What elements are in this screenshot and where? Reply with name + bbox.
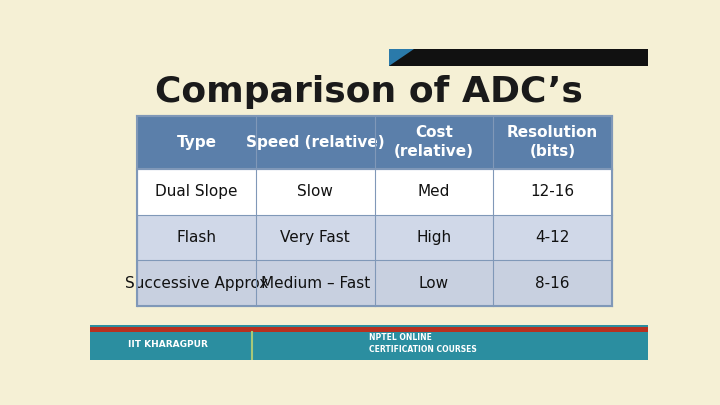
Text: Dual Slope: Dual Slope (156, 184, 238, 199)
Bar (493, 116, 612, 169)
Bar (90, 324, 648, 360)
Text: Medium – Fast: Medium – Fast (261, 275, 370, 290)
Bar (389, 49, 648, 66)
Text: 4-12: 4-12 (535, 230, 570, 245)
Text: Low: Low (419, 275, 449, 290)
Text: Very Fast: Very Fast (280, 230, 350, 245)
Bar (138, 215, 256, 260)
Text: Comparison of ADC’s: Comparison of ADC’s (155, 75, 583, 109)
Bar (374, 215, 493, 260)
Bar (374, 116, 493, 169)
Bar (138, 116, 612, 306)
Text: IIT KHARAGPUR: IIT KHARAGPUR (128, 340, 208, 350)
Text: 8-16: 8-16 (535, 275, 570, 290)
Text: NPTEL ONLINE
CERTIFICATION COURSES: NPTEL ONLINE CERTIFICATION COURSES (369, 333, 477, 354)
Text: Successive Approx: Successive Approx (125, 275, 269, 290)
Bar (493, 215, 612, 260)
Bar (256, 116, 374, 169)
Bar (493, 260, 612, 306)
Text: Resolution
(bits): Resolution (bits) (507, 126, 598, 159)
Polygon shape (389, 49, 414, 66)
Text: Speed (relative): Speed (relative) (246, 135, 384, 150)
Bar (138, 169, 256, 215)
Bar (256, 169, 374, 215)
Text: Cost
(relative): Cost (relative) (394, 126, 474, 159)
Text: Flash: Flash (176, 230, 217, 245)
Bar (374, 169, 493, 215)
Bar (374, 260, 493, 306)
Bar (90, 327, 648, 333)
Bar (138, 260, 256, 306)
Bar (493, 169, 612, 215)
Bar (256, 260, 374, 306)
Text: High: High (416, 230, 451, 245)
Text: Med: Med (418, 184, 450, 199)
Text: Slow: Slow (297, 184, 333, 199)
Text: Type: Type (176, 135, 217, 150)
Bar (138, 116, 256, 169)
Bar (256, 215, 374, 260)
Text: 12-16: 12-16 (531, 184, 575, 199)
